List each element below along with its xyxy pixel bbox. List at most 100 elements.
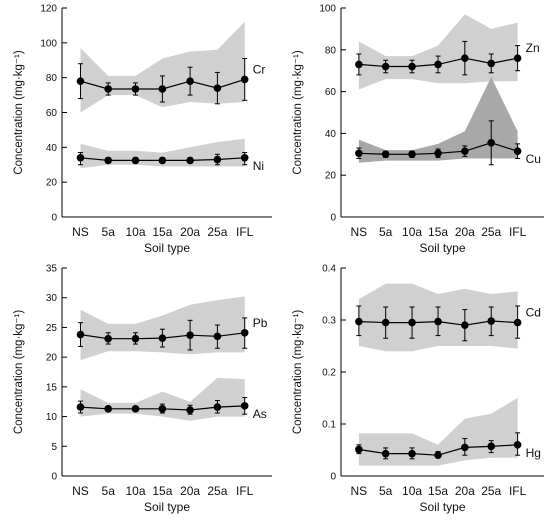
x-tick-label: IFL [236,225,254,239]
x-axis-title: Soil type [144,241,190,255]
x-tick-label: 25a [481,484,501,498]
x-tick-label: 20a [180,225,200,239]
y-tick-label: 40 [46,143,58,154]
x-tick-label: 25a [207,225,227,239]
data-point-ni [131,156,140,165]
x-tick-label: IFL [236,484,254,498]
series-label-cr: Cr [253,62,266,76]
y-tick-label: 5 [51,442,57,453]
data-point-cr [131,85,140,93]
y-tick-label: 100 [319,4,336,15]
x-tick-label: NS [72,225,89,239]
range-band-zn [358,14,518,90]
data-point-zn [461,54,469,62]
range-band-cr [80,21,245,113]
data-point-pb [76,330,85,339]
data-point-as [158,405,167,413]
data-point-hg [355,445,363,454]
series-label-cu: Cu [526,152,541,166]
data-point-zn [408,62,416,71]
y-tick-label: 120 [40,4,57,15]
chart-panel-4: Cd Hg 0 0.1 0.2 0.3 0.4 NS 5a 10a 15a 20a 25a IFL Soil… [292,264,544,514]
y-tick-label: 35 [46,264,58,275]
data-point-zn [355,60,363,69]
data-point-hg [513,441,522,449]
data-point-hg [408,449,416,458]
x-tick-label: NS [351,484,368,498]
x-tick-label: 15a [428,484,448,498]
y-tick-label: 0 [330,213,336,224]
y-tick-label: 20 [46,178,58,189]
y-tick-label: 0 [51,472,57,483]
y-axis-title: Concentration (mg·kg⁻¹) [292,310,304,434]
data-point-as [213,403,222,411]
data-point-ni [213,155,222,164]
data-point-as [131,405,140,413]
data-point-cr [76,77,85,85]
data-point-pb [240,328,249,337]
data-point-ni [158,156,167,165]
data-point-cd [355,317,363,326]
data-point-cu [461,147,469,155]
x-tick-label: 10a [402,484,422,498]
data-point-as [104,405,112,413]
y-axis-title: Concentration (mg·kg⁻¹) [13,310,25,434]
series-label-zn: Zn [526,41,540,55]
x-axis-title: Soil type [144,500,190,514]
range-band-hg [358,398,518,466]
x-tick-label: NS [351,225,368,239]
x-tick-label: IFL [509,225,527,239]
data-point-pb [104,334,112,343]
data-point-ni [76,153,85,162]
y-tick-label: 40 [325,129,337,140]
y-tick-label: 15 [46,382,58,393]
y-tick-label: 20 [325,171,337,182]
data-point-cd [461,321,469,330]
data-point-cd [434,317,442,326]
x-tick-label: 20a [180,484,200,498]
data-point-zn [513,54,522,62]
data-point-cr [213,84,222,92]
x-tick-label: 5a [379,484,393,498]
series-label-cd: Cd [526,306,541,320]
data-point-hg [487,442,496,451]
y-tick-label: 100 [40,38,57,49]
data-point-ni [104,156,112,165]
data-point-cu [434,149,442,158]
y-tick-label: 60 [46,108,58,119]
data-point-pb [158,334,167,342]
y-tick-label: 0.3 [322,316,336,327]
data-point-hg [461,443,469,452]
data-point-as [186,406,194,414]
data-point-ni [186,156,194,165]
data-point-ni [240,153,249,162]
x-tick-label: IFL [509,484,527,498]
data-point-hg [381,449,390,458]
y-tick-label: 0 [51,213,57,224]
y-tick-label: 0.4 [322,264,336,275]
x-axis-title: Soil type [419,241,465,255]
series-label-ni: Ni [253,159,264,173]
y-axis-title: Concentration (mg·kg⁻¹) [13,50,25,174]
chart-panel-3: Pb As 0 5 10 15 20 25 30 35 NS 5a 10a 15a 20a 25a IFL Soi… [13,264,272,514]
y-tick-label: 0.2 [322,368,336,379]
data-point-as [240,402,249,410]
data-point-cd [381,318,390,327]
x-tick-label: 10a [125,484,145,498]
data-point-cu [408,150,416,159]
data-point-zn [434,60,442,69]
x-tick-label: 5a [379,225,393,239]
data-point-cd [408,318,416,327]
x-tick-label: NS [72,484,89,498]
x-tick-label: 10a [125,225,145,239]
y-tick-label: 0.1 [322,420,336,431]
data-point-pb [186,331,194,339]
x-tick-label: 5a [102,484,116,498]
data-point-as [76,403,85,411]
x-tick-label: 20a [455,225,475,239]
data-point-zn [381,62,390,71]
data-point-pb [213,332,222,341]
data-point-cd [513,318,522,327]
data-point-cr [158,85,167,93]
data-point-pb [131,334,140,343]
